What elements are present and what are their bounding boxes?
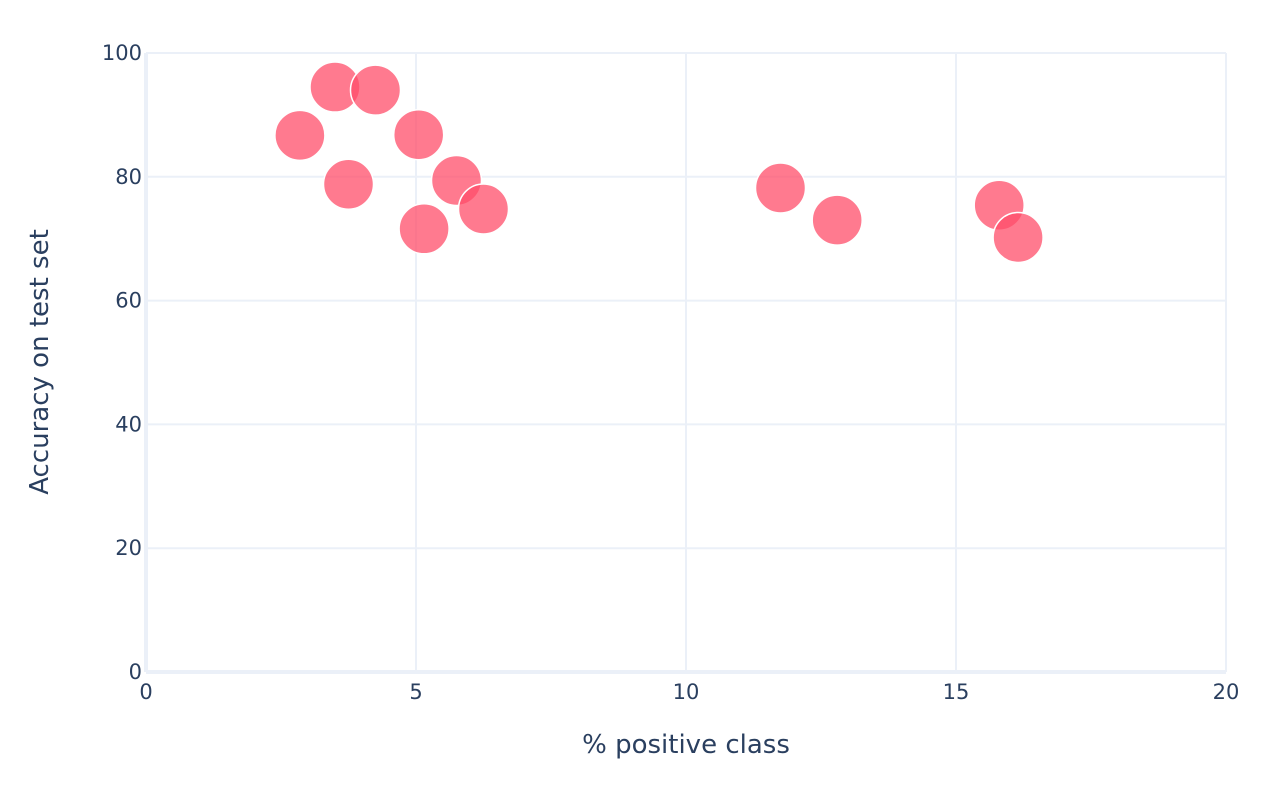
y-tick-label-20: 20 [115,536,142,560]
y-axis-title: Accuracy on test set [25,229,55,495]
y-tick-label-80: 80 [115,165,142,189]
y-tick-label-40: 40 [115,412,142,436]
data-points [274,61,1044,264]
data-point-6[interactable] [398,203,450,255]
x-axis-ticks: 0 5 10 15 20 [139,680,1239,704]
x-tick-label-5: 5 [409,680,422,704]
gridlines [144,52,1227,674]
x-tick-label-0: 0 [139,680,152,704]
data-point-10[interactable] [811,194,863,246]
y-axis-ticks: 0 20 40 60 80 100 [102,41,142,684]
y-tick-label-100: 100 [102,41,142,65]
x-tick-label-20: 20 [1213,680,1240,704]
data-point-3[interactable] [322,158,375,210]
data-point-12[interactable] [992,211,1044,264]
data-point-5[interactable] [392,108,445,161]
x-axis-title: % positive class [582,730,790,760]
x-tick-label-10: 10 [673,680,700,704]
x-tick-label-15: 15 [943,680,970,704]
y-tick-label-0: 0 [129,660,142,684]
data-point-9[interactable] [754,162,807,214]
data-point-1[interactable] [274,109,326,162]
data-point-4[interactable] [349,64,402,116]
data-point-8[interactable] [457,183,510,235]
y-tick-label-60: 60 [115,289,142,313]
